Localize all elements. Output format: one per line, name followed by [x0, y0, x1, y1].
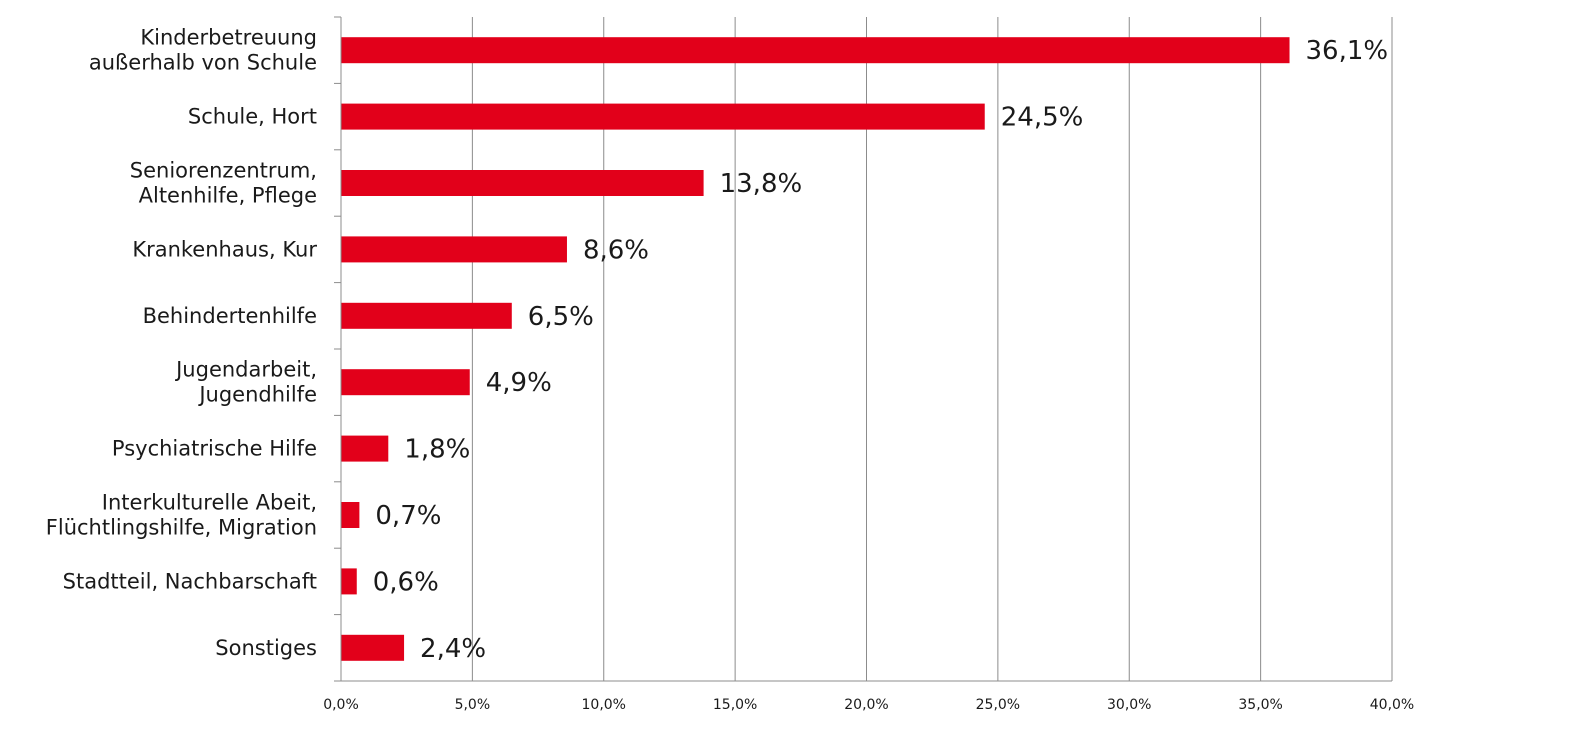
- category-label-6: Psychiatrische Hilfe: [112, 437, 317, 461]
- bar-4: [341, 302, 512, 329]
- category-label-line: Behindertenhilfe: [143, 304, 317, 328]
- x-tick-label-0: 0,0%: [323, 697, 359, 713]
- bar-2: [341, 170, 704, 196]
- category-label-9: Sonstiges: [215, 636, 317, 660]
- bar-5: [341, 369, 470, 396]
- category-label-8: Stadtteil, Nachbarschaft: [63, 569, 317, 593]
- x-tick-label-3: 15,0%: [713, 697, 757, 713]
- x-tick-label-8: 40,0%: [1370, 697, 1414, 713]
- category-label-line: Altenhilfe, Pflege: [139, 184, 317, 208]
- category-label-line: Krankenhaus, Kur: [132, 237, 317, 261]
- category-label-3: Krankenhaus, Kur: [132, 237, 317, 261]
- category-label-line: außerhalb von Schule: [89, 51, 317, 75]
- x-tick-label-7: 35,0%: [1238, 697, 1282, 713]
- category-label-0: Kinderbetreuung außerhalb von Schule: [89, 26, 317, 75]
- value-label-1: 24,5%: [1001, 103, 1084, 133]
- category-label-line: Psychiatrische Hilfe: [112, 437, 317, 461]
- category-label-line: Jugendarbeit,: [174, 358, 317, 382]
- value-label-0: 36,1%: [1306, 36, 1389, 66]
- category-label-7: Interkulturelle Abeit, Flüchtlingshilfe, …: [46, 491, 317, 540]
- category-label-2: Seniorenzentrum, Altenhilfe, Pflege: [130, 159, 317, 208]
- x-tick-label-1: 5,0%: [455, 697, 491, 713]
- category-label-line: Jugendhilfe: [197, 383, 317, 407]
- category-label-line: Flüchtlingshilfe, Migration: [46, 516, 317, 540]
- category-label-line: Seniorenzentrum,: [130, 159, 317, 183]
- axes: [334, 16, 1392, 682]
- category-label-line: Stadtteil, Nachbarschaft: [63, 569, 317, 593]
- value-label-2: 13,8%: [720, 169, 803, 199]
- bar-0: [341, 37, 1290, 64]
- x-tick-label-4: 20,0%: [844, 697, 888, 713]
- value-label-3: 8,6%: [583, 235, 649, 265]
- value-label-4: 6,5%: [528, 302, 594, 332]
- bar-6: [341, 435, 389, 462]
- category-label-line: Kinderbetreuung: [140, 26, 317, 50]
- value-label-5: 4,9%: [486, 368, 552, 398]
- value-labels: 36,1% 24,5% 13,8% 8,6% 6,5% 4,9% 1,8% 0,7% 0,6% 2…: [373, 36, 1388, 664]
- category-label-4: Behindertenhilfe: [143, 304, 317, 328]
- bar-1: [341, 103, 985, 130]
- bar-3: [341, 236, 567, 263]
- value-label-6: 1,8%: [404, 435, 470, 465]
- value-label-7: 0,7%: [375, 501, 441, 531]
- category-label-line: Interkulturelle Abeit,: [102, 491, 317, 515]
- bar-9: [341, 634, 405, 661]
- value-label-9: 2,4%: [420, 634, 486, 664]
- value-label-8: 0,6%: [373, 567, 439, 597]
- bar-8: [341, 568, 357, 595]
- bar-7: [341, 502, 360, 528]
- x-tick-label-6: 30,0%: [1107, 697, 1151, 713]
- category-labels: Kinderbetreuung außerhalb von Schule Schul…: [46, 26, 318, 660]
- category-label-1: Schule, Hort: [188, 105, 317, 129]
- category-label-5: Jugendarbeit, Jugendhilfe: [174, 358, 317, 407]
- x-tick-label-2: 10,0%: [582, 697, 626, 713]
- x-axis-tick-labels: 0,0% 5,0% 10,0% 15,0% 20,0% 25,0% 30,0% 35,0% 40…: [323, 697, 1414, 713]
- x-tick-label-5: 25,0%: [976, 697, 1020, 713]
- category-label-line: Schule, Hort: [188, 105, 317, 129]
- category-label-line: Sonstiges: [215, 636, 317, 660]
- bars: [341, 37, 1290, 661]
